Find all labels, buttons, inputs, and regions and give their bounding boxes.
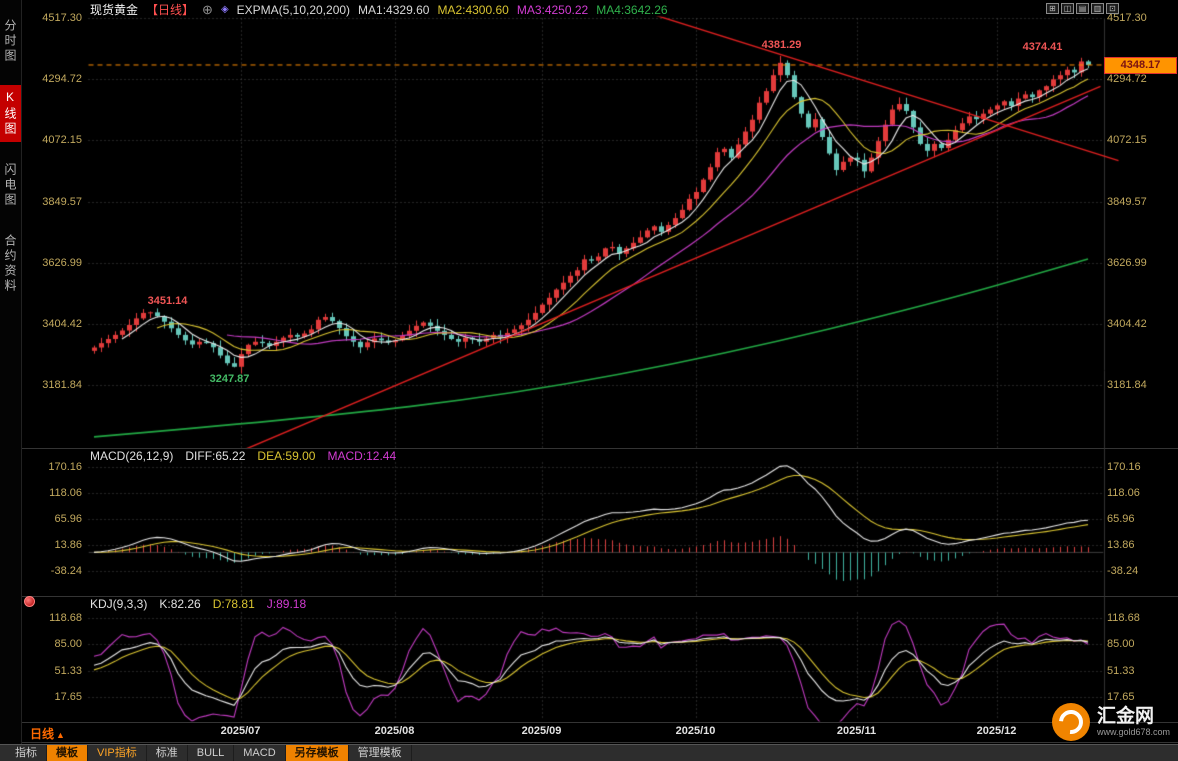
period-tag: 【日线】 <box>146 3 195 17</box>
kdj-d-value: D:78.81 <box>212 597 255 611</box>
ma4-value: MA4:3642.26 <box>596 2 668 17</box>
layout-tile-icon[interactable]: ◫ <box>1061 3 1074 14</box>
alert-dot-icon[interactable] <box>24 596 35 607</box>
kdj-k-value: K:82.26 <box>159 597 201 611</box>
brand-url[interactable]: www.gold678.com <box>1097 726 1171 737</box>
layout-new-window-icon[interactable]: ⊡ <box>1106 3 1119 14</box>
last-price-tag: 4348.17 <box>1104 57 1177 74</box>
sidebar-item-timeshare-chart[interactable]: 分时图 <box>3 19 17 64</box>
tab-indicator[interactable]: 指标 <box>6 745 47 761</box>
ma2-value: MA2:4300.60 <box>437 2 509 17</box>
tab-bull[interactable]: BULL <box>188 745 235 761</box>
period-indicator[interactable]: 日线 ▲ <box>30 725 65 742</box>
sidebar-item-contract-info[interactable]: 合约资料 <box>3 234 17 294</box>
pane-separator <box>22 742 1178 743</box>
indicator-name: EXPMA(5,10,20,200) <box>236 2 351 17</box>
period-label: 日线 <box>30 727 55 741</box>
pane-separator <box>22 448 1178 449</box>
kdj-header: KDJ(9,3,3) K:82.26 D:78.81 J:89.18 <box>90 597 306 611</box>
brand-name: 汇金网 <box>1097 705 1155 727</box>
chart-header: 现货黄金 【日线】 ⊕ ◈ EXPMA(5,10,20,200) MA1:432… <box>90 1 668 18</box>
tab-vip-indicator[interactable]: VIP指标 <box>88 745 147 761</box>
left-sidebar: 分时图 K线图 闪电图 合约资料 <box>0 0 22 744</box>
layout-columns-icon[interactable]: ▥ <box>1091 3 1104 14</box>
tab-macd[interactable]: MACD <box>234 745 286 761</box>
tab-manage-template[interactable]: 管理模板 <box>349 745 412 761</box>
indicator-icon: ◈ <box>220 4 229 15</box>
macd-macd-value: MACD:12.44 <box>327 449 397 463</box>
ma1-value: MA1:4329.60 <box>358 2 430 17</box>
tab-save-template[interactable]: 另存模板 <box>285 745 349 761</box>
symbol-title: 现货黄金 <box>90 3 139 17</box>
tab-standard[interactable]: 标准 <box>147 745 188 761</box>
brand-block: 汇金网 www.gold678.com <box>1052 703 1170 741</box>
up-arrow-icon: ▲ <box>56 730 65 740</box>
macd-diff-value: DIFF:65.22 <box>185 449 246 463</box>
huijin-logo-icon <box>1052 703 1090 741</box>
kdj-title: KDJ(9,3,3) <box>90 597 148 611</box>
pin-icon[interactable]: ⊕ <box>202 1 213 17</box>
tab-template[interactable]: 模板 <box>47 745 88 761</box>
bottom-toolbar: 指标 模板 VIP指标 标准 BULL MACD 另存模板 管理模板 <box>0 744 1178 761</box>
layout-grid-icon[interactable]: ⊞ <box>1046 3 1059 14</box>
window-controls: ⊞ ◫ ▤ ▥ ⊡ <box>1046 3 1119 14</box>
layout-rows-icon[interactable]: ▤ <box>1076 3 1089 14</box>
ma3-value: MA3:4250.22 <box>516 2 589 17</box>
macd-header: MACD(26,12,9) DIFF:65.22 DEA:59.00 MACD:… <box>90 449 396 463</box>
pane-separator <box>22 722 1178 723</box>
kdj-j-value: J:89.18 <box>266 597 307 611</box>
pane-separator <box>22 596 1178 597</box>
sidebar-item-lightning-chart[interactable]: 闪电图 <box>3 163 17 208</box>
macd-dea-value: DEA:59.00 <box>257 449 316 463</box>
macd-title: MACD(26,12,9) <box>90 449 174 463</box>
sidebar-item-kline-chart[interactable]: K线图 <box>0 85 21 142</box>
